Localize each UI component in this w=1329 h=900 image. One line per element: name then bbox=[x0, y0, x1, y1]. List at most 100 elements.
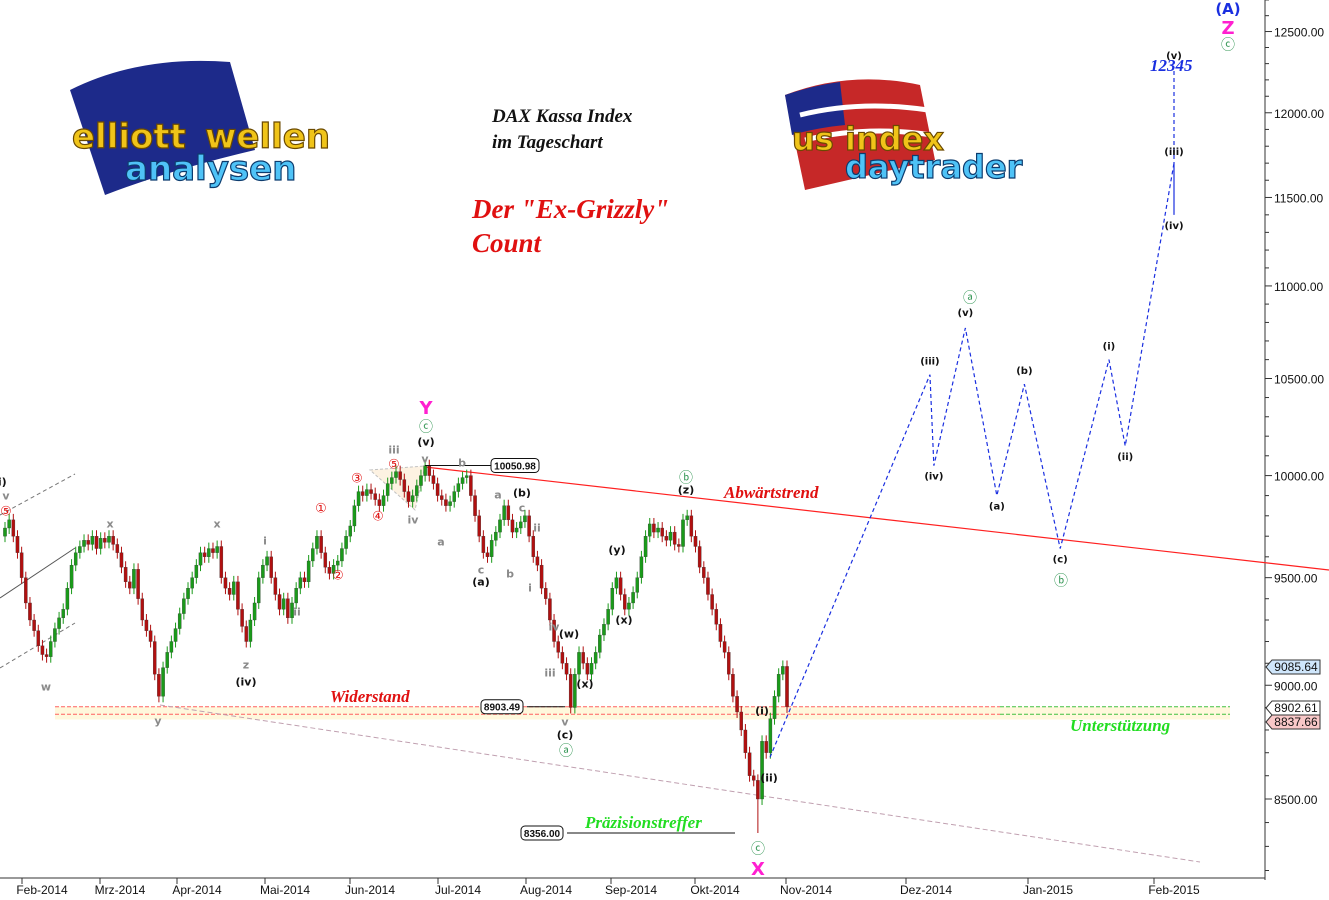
candle-down bbox=[473, 495, 477, 516]
candle-down bbox=[548, 598, 552, 621]
candle-up bbox=[760, 741, 764, 800]
last-price-value: 8837.66 bbox=[1274, 715, 1318, 729]
candle-down bbox=[435, 483, 440, 496]
candle-up bbox=[394, 471, 398, 478]
svg-text:daytrader: daytrader bbox=[845, 148, 1023, 186]
candle-down bbox=[739, 711, 743, 731]
chart-subtitle: im Tageschart bbox=[492, 132, 603, 153]
candle-down bbox=[531, 536, 536, 557]
candle-up bbox=[107, 536, 111, 543]
candle-down bbox=[710, 594, 714, 610]
x-tick-label: Jun-2014 bbox=[345, 883, 395, 897]
level-value: 8903.49 bbox=[484, 703, 521, 714]
candle-up bbox=[681, 519, 685, 547]
candle-up bbox=[647, 523, 652, 537]
wave-label-green: ⓒ bbox=[751, 842, 765, 858]
candle-down bbox=[510, 519, 515, 533]
wave-label-red: ② bbox=[332, 568, 344, 583]
candle-up bbox=[186, 588, 190, 599]
candle-up bbox=[448, 501, 452, 506]
candle-up bbox=[498, 519, 502, 533]
projection-line bbox=[769, 66, 1175, 758]
candle-down bbox=[564, 663, 569, 675]
candle-up bbox=[356, 491, 361, 506]
candle-up bbox=[519, 521, 523, 529]
candle-down bbox=[360, 491, 365, 496]
candle-up bbox=[410, 495, 415, 502]
projection-wave-label: (iii) bbox=[1164, 147, 1183, 158]
candle-down bbox=[731, 674, 735, 697]
candle-down bbox=[111, 536, 115, 545]
candle-down bbox=[44, 654, 49, 657]
x-tick-label: Feb-2015 bbox=[1148, 883, 1200, 897]
candle-up bbox=[423, 465, 427, 476]
candle-down bbox=[40, 645, 45, 655]
candle-down bbox=[506, 505, 511, 521]
candle-up bbox=[593, 652, 598, 664]
elliott-wellen-analysen-logo: elliott wellen analysen bbox=[70, 60, 331, 195]
candle-up bbox=[639, 556, 644, 578]
candle-up bbox=[82, 540, 86, 547]
candle-down bbox=[244, 626, 249, 642]
candle-down bbox=[327, 567, 332, 574]
last-price-bubble bbox=[1265, 700, 1321, 716]
candle-up bbox=[248, 619, 253, 642]
wave-label-grey: v bbox=[561, 716, 569, 729]
wave-label-red: ④ bbox=[372, 509, 384, 524]
wave-label-black: (iv) bbox=[236, 676, 257, 689]
candle-up bbox=[294, 588, 298, 604]
candle-up bbox=[61, 609, 65, 619]
candle-down bbox=[743, 729, 748, 753]
candle-down bbox=[32, 619, 36, 631]
svg-text:analysen: analysen bbox=[125, 149, 296, 189]
candle-down bbox=[652, 523, 656, 533]
y-tick-label: 12500.00 bbox=[1274, 26, 1324, 40]
candle-down bbox=[722, 641, 727, 653]
last-price-bubble bbox=[1265, 714, 1321, 730]
candle-down bbox=[136, 569, 140, 599]
candle-down bbox=[123, 567, 128, 583]
candle-up bbox=[602, 624, 606, 636]
wave-label-grey: ii bbox=[293, 606, 301, 619]
downtrend-label: Abwärtstrend bbox=[723, 483, 819, 502]
candle-up bbox=[489, 540, 494, 557]
precision-hit-label: Präzisionstreffer bbox=[584, 813, 702, 832]
candle-up bbox=[577, 652, 581, 675]
wave-label-green: ⓐ bbox=[963, 291, 977, 307]
candle-up bbox=[340, 548, 344, 562]
candle-up bbox=[514, 527, 519, 533]
projection-wave-label: (iv) bbox=[924, 472, 943, 483]
candle-up bbox=[132, 569, 136, 589]
candle-down bbox=[697, 546, 702, 568]
candle-down bbox=[444, 499, 448, 506]
candle-down bbox=[718, 624, 723, 642]
candle-down bbox=[323, 552, 328, 568]
candle-up bbox=[57, 617, 61, 629]
candle-down bbox=[103, 538, 107, 543]
candle-up bbox=[365, 489, 369, 496]
candle-down bbox=[119, 552, 124, 568]
candle-up bbox=[494, 531, 498, 541]
candle-up bbox=[165, 652, 169, 668]
candle-up bbox=[452, 491, 456, 502]
candle-down bbox=[319, 536, 323, 553]
candle-down bbox=[672, 531, 677, 545]
candle-down bbox=[373, 493, 377, 500]
candle-down bbox=[427, 465, 432, 476]
candle-down bbox=[377, 499, 382, 506]
wave-label-black: (w) bbox=[559, 628, 579, 641]
candle-up bbox=[415, 485, 419, 496]
resistance-label: Widerstand bbox=[330, 687, 410, 706]
last-price-value: 8902.61 bbox=[1274, 701, 1318, 715]
wave-label-black: (ii) bbox=[760, 772, 778, 785]
candle-up bbox=[281, 598, 286, 610]
candle-up bbox=[610, 588, 615, 610]
y-tick-label: 10500.00 bbox=[1274, 372, 1324, 386]
candle-up bbox=[298, 577, 303, 589]
candle-down bbox=[560, 652, 565, 664]
projection-wave-label: (v) bbox=[958, 308, 974, 319]
target-label: 12345 bbox=[1150, 56, 1193, 75]
wave-label-black: (x) bbox=[576, 678, 593, 691]
candle-up bbox=[215, 546, 219, 553]
candle-down bbox=[219, 546, 224, 578]
